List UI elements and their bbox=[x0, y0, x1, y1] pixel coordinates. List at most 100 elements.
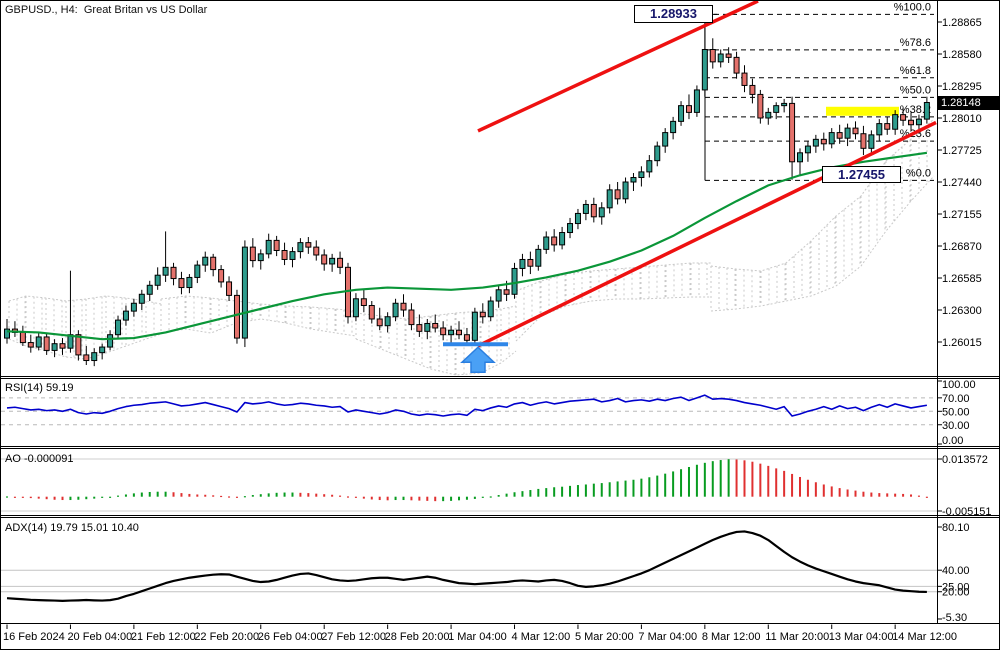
fib-high-price-label[interactable]: 1.28933 bbox=[634, 5, 713, 23]
ao-histogram-bar bbox=[473, 496, 476, 499]
ao-histogram-bar bbox=[791, 473, 794, 497]
ao-histogram-bar bbox=[196, 494, 199, 497]
time-axis-label: 5 Mar 20:00 bbox=[575, 631, 634, 643]
ao-histogram-bar bbox=[751, 461, 754, 497]
candle-body bbox=[130, 302, 137, 312]
up-arrow-icon bbox=[460, 346, 496, 373]
rsi-line bbox=[6, 394, 928, 417]
ao-histogram-bar bbox=[243, 496, 246, 498]
ao-histogram-bar bbox=[148, 491, 151, 497]
fib-low-price-label[interactable]: 1.27455 bbox=[822, 166, 901, 183]
rsi-scale-label: 100.00 bbox=[942, 379, 976, 391]
candle-body bbox=[249, 246, 256, 262]
candle-body bbox=[892, 114, 899, 130]
ao-histogram-bar bbox=[806, 479, 809, 497]
ao-histogram-bar bbox=[870, 492, 873, 497]
price-axis-label: 1.27725 bbox=[942, 145, 982, 157]
ao-histogram-bar bbox=[925, 496, 928, 498]
ao-histogram-bar bbox=[878, 493, 881, 497]
ao-histogram-bar bbox=[783, 470, 786, 497]
time-axis-label: 1 Mar 04:00 bbox=[448, 631, 507, 643]
moving-average-line bbox=[6, 151, 928, 341]
ao-histogram-bar bbox=[29, 496, 32, 499]
ao-histogram-bar bbox=[767, 465, 770, 497]
ao-histogram-bar bbox=[426, 496, 429, 501]
candle-body bbox=[43, 336, 50, 351]
ao-histogram-bar bbox=[608, 482, 611, 497]
ao-histogram-bar bbox=[53, 496, 56, 500]
ao-histogram-bar bbox=[902, 493, 905, 497]
price-axis-label: 1.28010 bbox=[942, 113, 982, 125]
candle-body bbox=[424, 322, 431, 332]
ao-histogram-bar bbox=[212, 495, 215, 497]
price-axis-label: 1.28865 bbox=[942, 17, 982, 29]
candle-body bbox=[99, 346, 106, 354]
candle-body bbox=[678, 105, 685, 122]
ao-histogram-bar bbox=[156, 491, 159, 497]
ao-histogram-bar bbox=[164, 491, 167, 497]
adx-scale-label: -5.30 bbox=[942, 612, 967, 624]
candle-body bbox=[297, 242, 304, 253]
ao-histogram-bar bbox=[339, 495, 342, 497]
ao-histogram-bar bbox=[172, 492, 175, 497]
rsi-scale-label: 70.00 bbox=[942, 393, 970, 405]
candle-body bbox=[202, 256, 209, 266]
ao-histogram-bar bbox=[362, 496, 365, 499]
price-axis-label: 1.26015 bbox=[942, 337, 982, 349]
candle-body bbox=[527, 258, 534, 267]
ao-histogram-bar bbox=[204, 494, 207, 497]
ao-histogram-bar bbox=[370, 496, 373, 500]
ao-histogram-bar bbox=[822, 484, 825, 497]
candle-body bbox=[820, 138, 827, 145]
ao-scale-label: 0.013572 bbox=[942, 454, 988, 466]
ao-histogram-bar bbox=[323, 494, 326, 497]
ao-histogram-bar bbox=[648, 477, 651, 497]
ao-histogram-bar bbox=[569, 485, 572, 497]
candle-body bbox=[59, 343, 66, 349]
ao-histogram-bar bbox=[458, 496, 461, 501]
candle-body bbox=[852, 127, 859, 135]
candle-body bbox=[923, 102, 930, 120]
ao-histogram-bar bbox=[331, 494, 334, 497]
time-axis-label: 20 Feb 04:00 bbox=[67, 631, 132, 643]
candle-body bbox=[115, 319, 122, 336]
ao-histogram-bar bbox=[656, 475, 659, 497]
ao-histogram-bar bbox=[719, 460, 722, 497]
ao-histogram-bar bbox=[886, 493, 889, 497]
ao-histogram-bar bbox=[743, 460, 746, 497]
ao-histogram-bar bbox=[93, 496, 96, 499]
ao-histogram-bar bbox=[814, 482, 817, 497]
ao-histogram-bar bbox=[481, 496, 484, 498]
candle-body bbox=[900, 114, 907, 121]
candle-body bbox=[456, 329, 463, 336]
candle-body bbox=[567, 223, 574, 234]
ao-histogram-bar bbox=[180, 493, 183, 497]
ao-histogram-bar bbox=[275, 492, 278, 497]
ao-histogram-bar bbox=[45, 496, 48, 500]
ao-histogram-bar bbox=[545, 488, 548, 497]
ao-histogram-bar bbox=[680, 469, 683, 497]
candle-body bbox=[836, 132, 843, 139]
candle-body bbox=[122, 310, 129, 321]
ao-histogram-bar bbox=[13, 496, 16, 498]
candle-body bbox=[178, 278, 185, 289]
ao-histogram-bar bbox=[61, 496, 64, 501]
candle-body bbox=[519, 258, 526, 269]
candle-body bbox=[233, 294, 240, 339]
cloud-upper-boundary bbox=[710, 118, 935, 272]
candle-body bbox=[186, 276, 193, 289]
candle-body bbox=[915, 118, 922, 126]
price-axis-label: 1.26870 bbox=[942, 241, 982, 253]
candle-body bbox=[662, 132, 669, 147]
ao-histogram-bar bbox=[759, 463, 762, 497]
time-axis-label: 22 Feb 20:00 bbox=[194, 631, 259, 643]
candle-body bbox=[67, 334, 74, 349]
candle-body bbox=[376, 318, 383, 327]
candle-body bbox=[789, 102, 796, 163]
candle-body bbox=[574, 212, 581, 225]
ao-histogram-bar bbox=[101, 496, 104, 498]
candle-body bbox=[582, 203, 589, 214]
candle-body bbox=[812, 138, 819, 147]
